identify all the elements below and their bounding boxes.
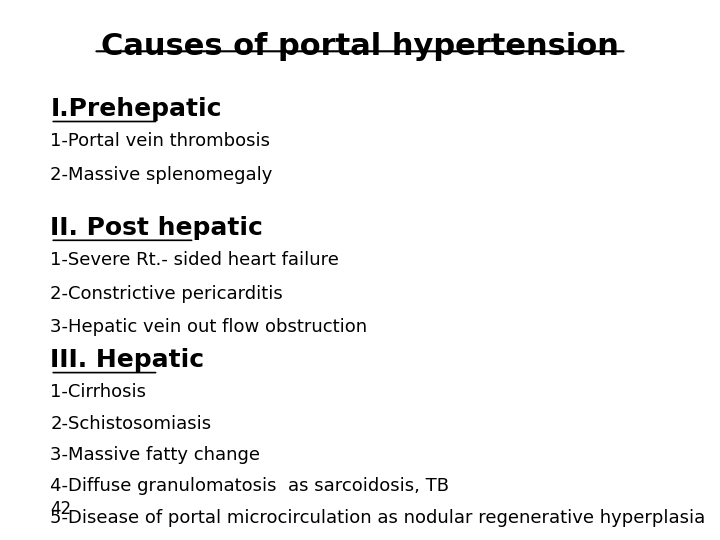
Text: 4-Diffuse granulomatosis  as sarcoidosis, TB: 4-Diffuse granulomatosis as sarcoidosis,… [50,477,449,495]
Text: 42: 42 [50,501,71,518]
Text: 3-Massive fatty change: 3-Massive fatty change [50,446,261,464]
Text: 1-Severe Rt.- sided heart failure: 1-Severe Rt.- sided heart failure [50,251,339,269]
Text: II. Post hepatic: II. Post hepatic [50,216,264,240]
Text: 1-Cirrhosis: 1-Cirrhosis [50,383,146,401]
Text: 5-Disease of portal microcirculation as nodular regenerative hyperplasia: 5-Disease of portal microcirculation as … [50,509,706,526]
Text: 2-Massive splenomegaly: 2-Massive splenomegaly [50,166,273,184]
Text: 3-Hepatic vein out flow obstruction: 3-Hepatic vein out flow obstruction [50,318,367,336]
Text: Causes of portal hypertension: Causes of portal hypertension [101,32,619,62]
Text: 1-Portal vein thrombosis: 1-Portal vein thrombosis [50,132,271,150]
Text: 2-Schistosomiasis: 2-Schistosomiasis [50,415,212,433]
Text: I.Prehepatic: I.Prehepatic [50,97,222,121]
Text: 2-Constrictive pericarditis: 2-Constrictive pericarditis [50,285,283,302]
Text: III. Hepatic: III. Hepatic [50,348,204,372]
